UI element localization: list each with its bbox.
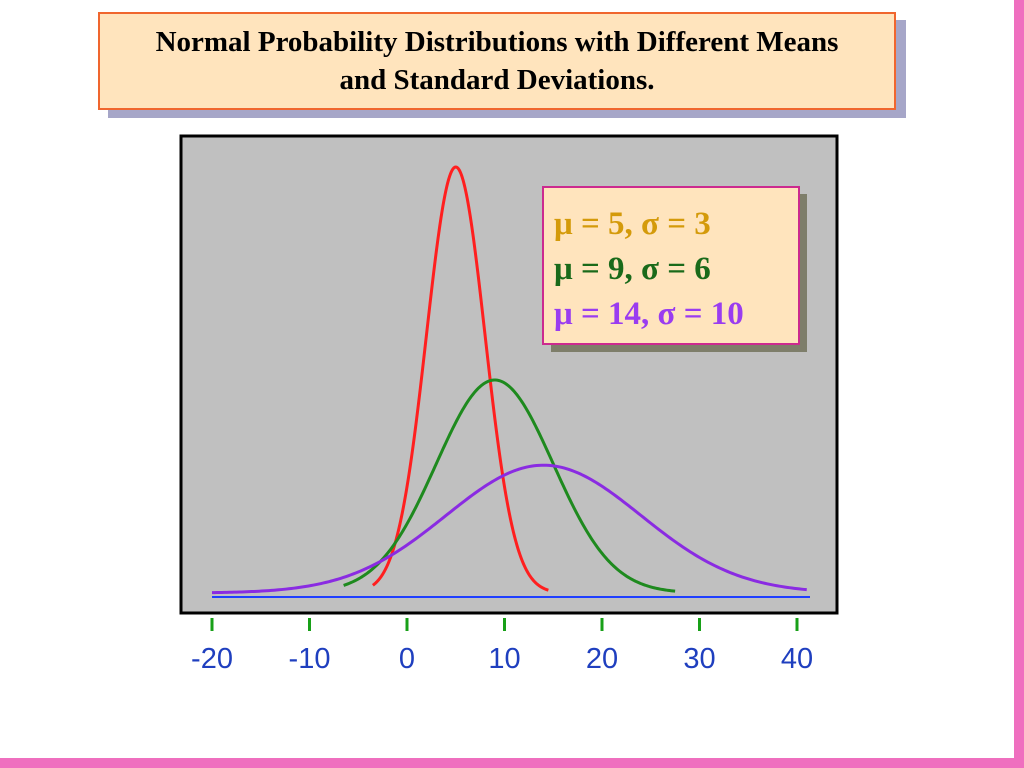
legend-entry-series-2: μ = 9, σ = 6 <box>554 251 711 287</box>
series-line-2 <box>343 378 676 593</box>
legend-entry-series-3: μ = 14, σ = 10 <box>554 296 744 332</box>
series-line-1 <box>371 165 550 592</box>
series-line-3 <box>211 463 807 595</box>
x-tick-label: 0 <box>399 643 415 675</box>
x-tick-label: 40 <box>781 643 813 675</box>
x-tick-label: -20 <box>191 643 233 675</box>
curves <box>211 165 807 595</box>
legend-entry-series-1: μ = 5, σ = 3 <box>554 206 711 242</box>
x-tick-label: 10 <box>488 643 520 675</box>
chart-title: Normal Probability Distributions with Di… <box>155 26 839 96</box>
title-box: Normal Probability Distributions with Di… <box>98 12 896 110</box>
x-axis-ticks: -20 -10 0 10 20 30 40 <box>191 618 813 675</box>
legend: μ = 5, σ = 3 μ = 9, σ = 6 μ = 14, σ = 10 <box>542 186 800 345</box>
x-tick-label: 30 <box>683 643 715 675</box>
x-tick-label: 20 <box>586 643 618 675</box>
x-tick-label: -10 <box>289 643 331 675</box>
